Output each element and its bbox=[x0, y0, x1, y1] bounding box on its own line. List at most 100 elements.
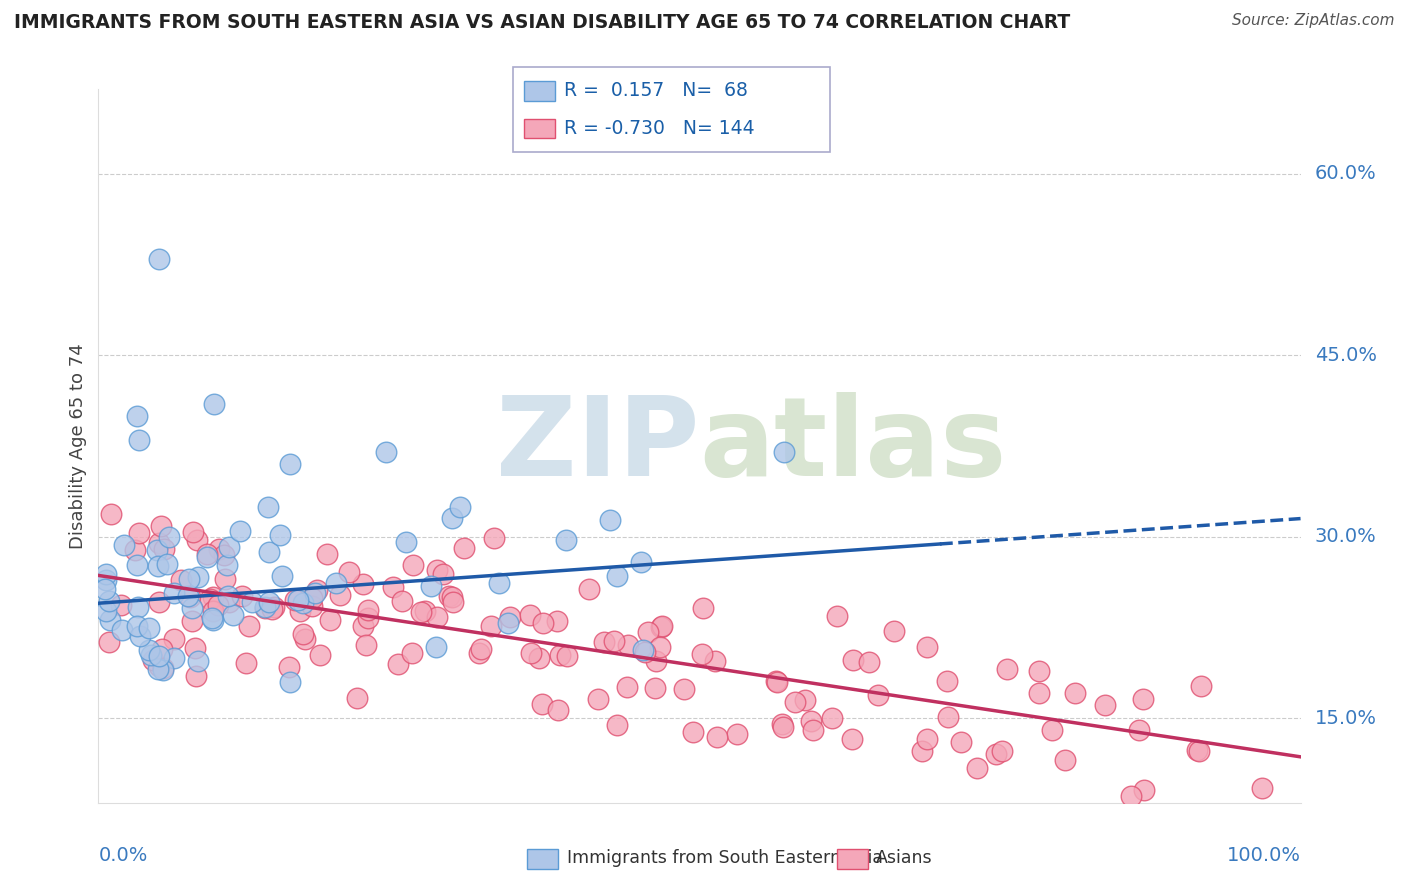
Point bbox=[198, 591, 221, 606]
Point bbox=[181, 525, 204, 540]
Point bbox=[315, 547, 337, 561]
Text: IMMIGRANTS FROM SOUTH EASTERN ASIA VS ASIAN DISABILITY AGE 65 TO 74 CORRELATION : IMMIGRANTS FROM SOUTH EASTERN ASIA VS AS… bbox=[14, 13, 1070, 32]
Point bbox=[631, 643, 654, 657]
Point bbox=[305, 582, 328, 597]
Point bbox=[148, 595, 170, 609]
Point bbox=[519, 607, 541, 622]
Point bbox=[278, 674, 301, 689]
Point bbox=[357, 603, 380, 617]
Point bbox=[630, 555, 652, 569]
Point bbox=[634, 644, 657, 658]
Point bbox=[128, 433, 150, 447]
Point bbox=[692, 601, 714, 615]
Point bbox=[437, 589, 460, 603]
Point bbox=[287, 593, 309, 607]
Point bbox=[1189, 679, 1212, 693]
Point bbox=[1028, 664, 1050, 678]
Point bbox=[547, 703, 569, 717]
Point bbox=[593, 634, 616, 648]
Point bbox=[644, 681, 666, 696]
Point bbox=[125, 409, 148, 423]
Point bbox=[841, 732, 863, 747]
Point bbox=[725, 727, 748, 741]
Point bbox=[772, 445, 794, 459]
Text: 45.0%: 45.0% bbox=[1315, 346, 1376, 365]
Point bbox=[148, 659, 170, 673]
Point bbox=[395, 535, 418, 549]
Point bbox=[263, 599, 285, 614]
Point bbox=[148, 536, 170, 550]
Point bbox=[301, 599, 323, 614]
Text: Immigrants from South Eastern Asia: Immigrants from South Eastern Asia bbox=[567, 849, 883, 867]
Point bbox=[672, 682, 695, 697]
Point bbox=[195, 547, 218, 561]
Point bbox=[146, 543, 169, 558]
Point bbox=[1094, 698, 1116, 712]
Point bbox=[127, 558, 149, 572]
Point bbox=[603, 634, 626, 648]
Point bbox=[527, 651, 550, 665]
Point bbox=[496, 615, 519, 630]
Point bbox=[229, 524, 252, 538]
Point bbox=[157, 530, 180, 544]
Point bbox=[291, 626, 314, 640]
Point bbox=[470, 642, 492, 657]
Text: 60.0%: 60.0% bbox=[1315, 164, 1376, 184]
Point bbox=[1040, 723, 1063, 737]
Point bbox=[440, 590, 463, 604]
Point bbox=[208, 541, 231, 556]
Point bbox=[138, 643, 160, 657]
Point bbox=[690, 648, 713, 662]
Point bbox=[222, 608, 245, 623]
Point bbox=[184, 668, 207, 682]
Point bbox=[337, 565, 360, 579]
Point bbox=[432, 566, 454, 581]
Point bbox=[308, 648, 330, 663]
Point bbox=[868, 688, 890, 702]
Point bbox=[357, 611, 380, 625]
Point bbox=[98, 613, 121, 627]
Point bbox=[201, 611, 224, 625]
Point bbox=[163, 586, 186, 600]
Point bbox=[703, 654, 725, 668]
Point bbox=[93, 582, 115, 596]
Point bbox=[201, 613, 224, 627]
Point bbox=[765, 674, 787, 689]
Point bbox=[599, 513, 621, 527]
Point bbox=[217, 590, 239, 604]
Point bbox=[96, 604, 118, 618]
Point bbox=[1064, 686, 1087, 700]
Point bbox=[155, 557, 177, 571]
Point bbox=[112, 538, 135, 552]
Point bbox=[772, 720, 794, 734]
Point bbox=[966, 761, 988, 775]
Point bbox=[1250, 781, 1272, 796]
Point bbox=[645, 654, 668, 668]
Point bbox=[187, 654, 209, 668]
Point bbox=[842, 653, 865, 667]
Point bbox=[354, 638, 377, 652]
Point bbox=[179, 572, 201, 586]
Point bbox=[139, 648, 162, 662]
Point bbox=[883, 624, 905, 638]
Point bbox=[187, 570, 209, 584]
Point bbox=[426, 610, 449, 624]
Point bbox=[1128, 723, 1150, 737]
Point bbox=[177, 589, 200, 603]
Point bbox=[1054, 754, 1077, 768]
Point bbox=[770, 716, 793, 731]
Point bbox=[262, 601, 284, 615]
Point bbox=[124, 543, 146, 558]
Point bbox=[950, 735, 973, 749]
Point bbox=[637, 625, 659, 640]
Point bbox=[271, 568, 294, 582]
Point bbox=[531, 697, 554, 711]
Text: atlas: atlas bbox=[699, 392, 1007, 500]
Point bbox=[794, 693, 817, 707]
Point bbox=[550, 648, 572, 663]
Point bbox=[498, 610, 520, 624]
Point bbox=[163, 650, 186, 665]
Point bbox=[152, 661, 174, 675]
Point bbox=[706, 730, 728, 744]
Point bbox=[519, 646, 541, 660]
